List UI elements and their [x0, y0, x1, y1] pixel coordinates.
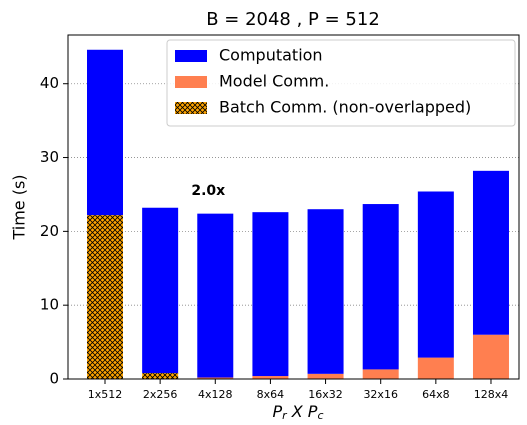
- bar-segment: [307, 373, 344, 379]
- bar-hatch: [142, 373, 179, 379]
- legend-box: [166, 39, 516, 127]
- x-tick-label: 16x32: [308, 388, 343, 401]
- bar-segment: [87, 49, 123, 216]
- bar-segment: [252, 376, 289, 379]
- bar-segment: [307, 209, 344, 374]
- x-tick-label: 32x16: [363, 388, 398, 401]
- bar-segment: [197, 213, 234, 378]
- chart-title: B = 2048 , P = 512: [206, 9, 380, 30]
- y-tick-label: 40: [40, 74, 59, 92]
- x-tick-label: 8x64: [257, 388, 285, 401]
- bar-segment: [252, 212, 289, 377]
- x-tick-label: 4x128: [198, 388, 233, 401]
- legend-label: Computation: [219, 46, 323, 65]
- y-tick-label: 10: [40, 296, 59, 314]
- y-tick-label: 30: [40, 148, 59, 166]
- annotation: 2.0x: [191, 183, 225, 199]
- bar-segment: [417, 191, 454, 358]
- y-tick-label: 20: [40, 222, 59, 240]
- bar-segment: [142, 207, 179, 374]
- bar-segment: [197, 377, 234, 379]
- y-axis-label: Time (s): [10, 174, 29, 240]
- plot-frame: [67, 34, 520, 380]
- x-axis-label: Pr X Pc: [272, 402, 323, 423]
- legend-swatch: [175, 50, 207, 62]
- legend-label: Model Comm.: [219, 72, 329, 91]
- legend-label: Batch Comm. (non-overlapped): [219, 98, 471, 117]
- x-tick-label: 128x4: [474, 388, 509, 401]
- bar-segment: [472, 334, 509, 379]
- bar-segment: [362, 369, 399, 379]
- legend-hatch: [175, 102, 207, 114]
- y-tick-label: 0: [49, 370, 59, 388]
- bar-hatch: [87, 215, 123, 379]
- x-tick-label: 1x512: [88, 388, 123, 401]
- x-tick-label: 2x256: [143, 388, 178, 401]
- legend-swatch: [175, 76, 207, 88]
- bar-segment: [417, 357, 454, 379]
- bar-segment: [362, 204, 399, 370]
- x-tick-label: 64x8: [422, 388, 450, 401]
- bar-segment: [472, 170, 509, 335]
